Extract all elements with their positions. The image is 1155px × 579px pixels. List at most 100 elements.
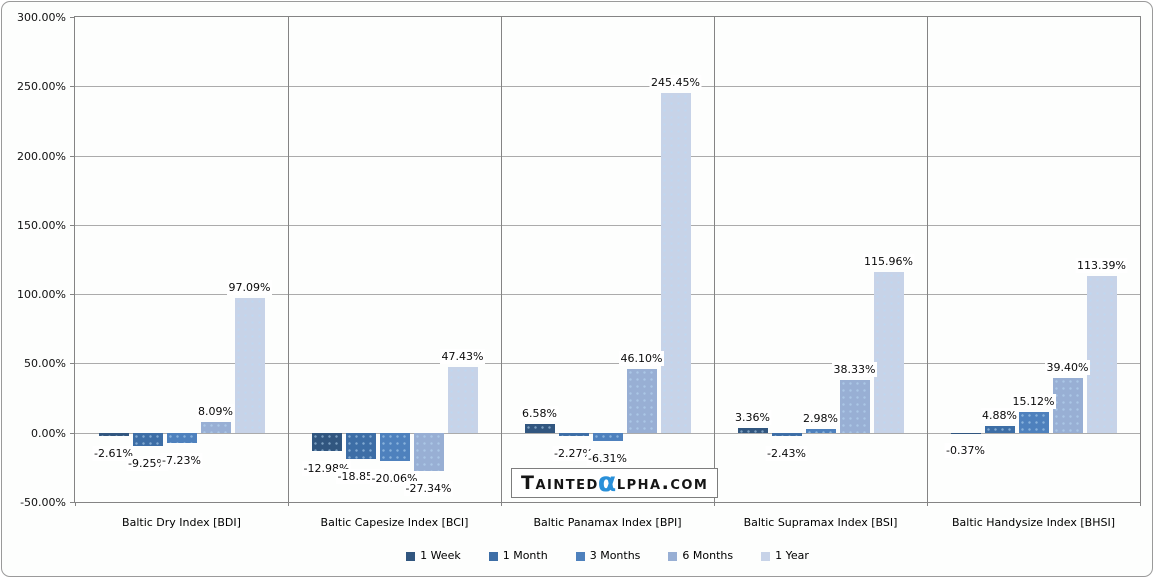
- bar-1-month: [771, 432, 802, 437]
- legend-item-1-year: 1 Year: [761, 550, 809, 562]
- legend-swatch-icon: [488, 551, 498, 561]
- y-axis-tick: [70, 86, 74, 87]
- y-axis-label: 50.00%: [24, 357, 66, 370]
- bar-1-week: [311, 432, 342, 451]
- y-gridline: [75, 156, 1140, 157]
- bar-value-label: -27.34%: [403, 480, 454, 496]
- category-label: Baltic Capesize Index [BCI]: [320, 516, 469, 529]
- chart-legend: 1 Week 1 Month 3 Months 6 Months 1 Year: [75, 548, 1140, 564]
- bar-1-week: [950, 432, 981, 434]
- y-gridline: [75, 86, 1140, 87]
- watermark-text-right: lpha.com: [616, 472, 709, 494]
- bar-3-months: [592, 432, 623, 442]
- x-axis-tick: [714, 502, 715, 506]
- bar-value-label: 8.09%: [196, 403, 235, 419]
- y-gridline: [75, 294, 1140, 295]
- bar-1-year: [873, 272, 904, 433]
- category-separator: [501, 17, 502, 502]
- category-label: Baltic Dry Index [BDI]: [122, 516, 241, 529]
- bar-1-week: [98, 432, 129, 437]
- bar-value-label: 245.45%: [649, 74, 702, 90]
- watermark-logo: Tainted α lpha.com: [511, 467, 719, 498]
- bar-value-label: 46.10%: [618, 350, 665, 366]
- legend-label: 1 Month: [502, 549, 548, 562]
- bar-value-label: 15.12%: [1010, 393, 1057, 409]
- legend-item-1-week: 1 Week: [406, 550, 461, 562]
- category-separator: [288, 17, 289, 502]
- bar-value-label: 47.43%: [439, 348, 486, 364]
- x-axis-tick: [1140, 502, 1141, 506]
- bar-6-months: [200, 421, 231, 433]
- y-axis-label: 150.00%: [17, 219, 66, 232]
- x-axis-tick: [927, 502, 928, 506]
- bar-value-label: -0.37%: [944, 443, 987, 459]
- y-axis-tick: [70, 17, 74, 18]
- legend-swatch-icon: [575, 551, 585, 561]
- x-axis-tick: [288, 502, 289, 506]
- bar-value-label: -2.27%: [552, 445, 595, 461]
- bar-value-label: 39.40%: [1044, 360, 1091, 376]
- y-gridline: [75, 363, 1140, 364]
- bar-6-months: [413, 432, 444, 471]
- bar-value-label: 4.88%: [980, 407, 1019, 423]
- y-axis-tick: [70, 294, 74, 295]
- bar-value-label: 115.96%: [862, 254, 915, 270]
- y-axis-tick: [70, 156, 74, 157]
- category-separator: [927, 17, 928, 502]
- bar-value-label: 113.39%: [1075, 257, 1128, 273]
- bar-value-label: -2.61%: [92, 446, 135, 462]
- bar-1-year: [1086, 275, 1117, 433]
- bar-value-label: 3.36%: [733, 410, 772, 426]
- legend-label: 1 Year: [775, 549, 809, 562]
- y-axis-label: 100.00%: [17, 288, 66, 301]
- bar-1-month: [984, 425, 1015, 433]
- bar-6-months: [626, 368, 657, 433]
- watermark-text-left: Tainted: [521, 472, 599, 494]
- legend-item-3-months: 3 Months: [575, 549, 641, 562]
- bar-value-label: -2.43%: [765, 446, 808, 462]
- bar-3-months: [805, 428, 836, 433]
- plot-area-border: [74, 16, 1141, 503]
- legend-item-6-months: 6 Months: [668, 550, 733, 562]
- y-axis-label: -50.00%: [20, 496, 66, 509]
- bar-1-month: [558, 432, 589, 436]
- watermark-alpha-icon: α: [597, 467, 618, 498]
- legend-label: 6 Months: [682, 549, 734, 562]
- category-label: Baltic Panamax Index [BPI]: [533, 516, 682, 529]
- bar-3-months: [166, 432, 197, 443]
- bar-1-month: [132, 432, 163, 446]
- bar-1-year: [234, 298, 265, 433]
- bar-value-label: -6.31%: [586, 451, 629, 467]
- bar-value-label: 2.98%: [801, 410, 840, 426]
- bar-value-label: -9.25%: [126, 455, 169, 471]
- bar-value-label: -7.23%: [160, 452, 203, 468]
- bar-1-year: [447, 366, 478, 433]
- legend-item-1-month: 1 Month: [488, 549, 548, 562]
- y-axis-tick: [70, 433, 74, 434]
- category-label: Baltic Handysize Index [BHSI]: [952, 516, 1115, 529]
- y-axis-tick: [70, 363, 74, 364]
- y-axis-label: 300.00%: [17, 11, 66, 24]
- x-axis-tick: [75, 502, 76, 506]
- bar-6-months: [1052, 378, 1083, 433]
- legend-label: 3 Months: [589, 549, 641, 562]
- bar-value-label: 38.33%: [831, 361, 878, 377]
- category-separator: [714, 17, 715, 502]
- legend-swatch-icon: [406, 551, 416, 561]
- bar-6-months: [839, 379, 870, 433]
- y-axis-label: 200.00%: [17, 150, 66, 163]
- legend-label: 1 Week: [420, 549, 461, 562]
- bar-1-month: [345, 432, 376, 459]
- y-axis-label: 250.00%: [17, 80, 66, 93]
- y-axis-label: 0.00%: [31, 427, 66, 440]
- y-axis-tick: [70, 225, 74, 226]
- y-axis-tick: [70, 502, 74, 503]
- legend-swatch-icon: [761, 551, 771, 561]
- bar-1-week: [524, 423, 555, 433]
- bar-1-year: [660, 92, 691, 433]
- legend-swatch-icon: [668, 551, 678, 561]
- bar-1-week: [737, 428, 768, 433]
- x-axis-tick: [501, 502, 502, 506]
